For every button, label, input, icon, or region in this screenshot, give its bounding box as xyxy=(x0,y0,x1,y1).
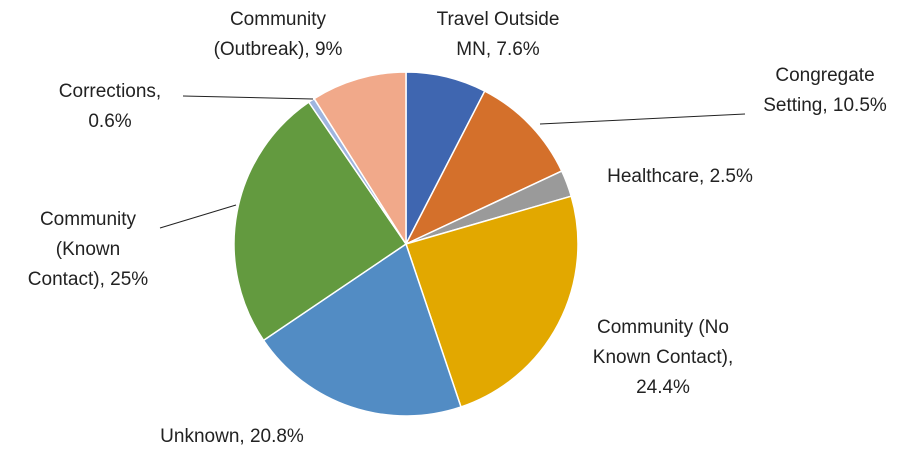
leader-line xyxy=(159,204,237,229)
data-label: Congregate Setting, 10.5% xyxy=(763,65,887,116)
pie-slice xyxy=(233,101,408,342)
pie-slice xyxy=(404,90,563,246)
data-label: Healthcare, 2.5% xyxy=(607,166,753,187)
data-label: Community (Outbreak), 9% xyxy=(214,9,343,60)
pie-slice xyxy=(262,242,462,417)
pie-slice xyxy=(313,71,407,247)
data-label: Community (Known Contact), 25% xyxy=(28,209,148,290)
leader-line xyxy=(539,113,746,125)
data-label: Community (No Known Contact), 24.4% xyxy=(593,317,733,398)
data-label: Corrections, 0.6% xyxy=(59,81,161,132)
pie-slice xyxy=(405,195,579,408)
leader-line xyxy=(182,95,314,100)
data-label: Unknown, 20.8% xyxy=(160,426,304,447)
data-label: Travel Outside MN, 7.6% xyxy=(437,9,560,60)
